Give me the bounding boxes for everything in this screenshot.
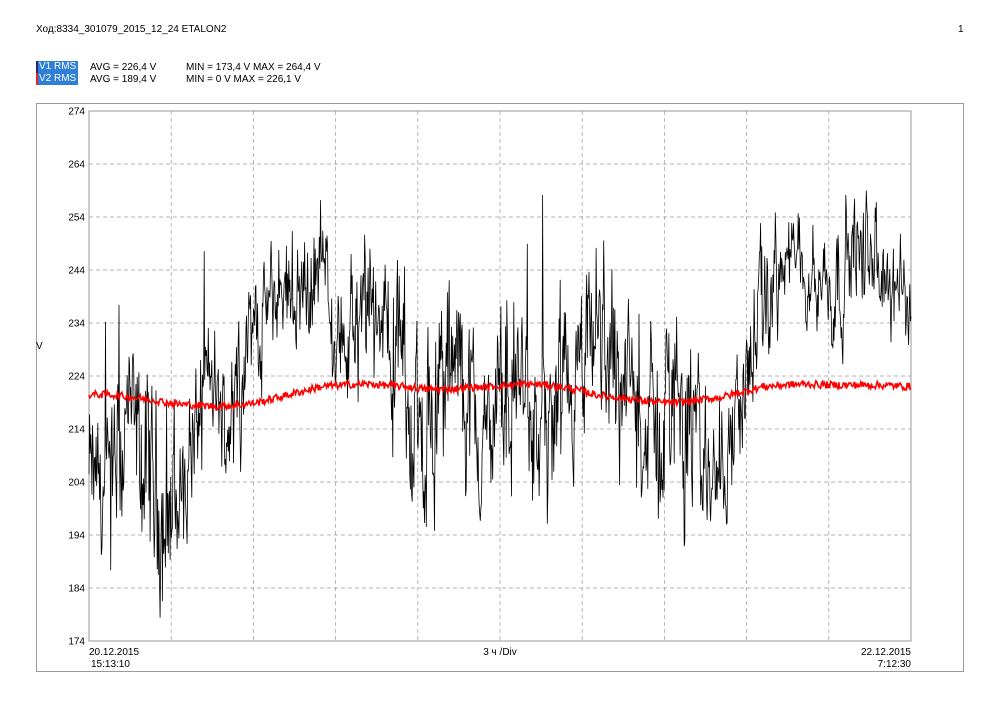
y-tick-label: 214 bbox=[68, 425, 85, 436]
y-tick-label: 264 bbox=[68, 160, 85, 171]
y-tick-label: 194 bbox=[68, 531, 85, 542]
y-tick-label: 174 bbox=[68, 637, 85, 648]
y-axis: 274 264 254 244 234 224 214 204 194 184 174 bbox=[68, 107, 85, 648]
y-tick-label: 254 bbox=[68, 213, 85, 224]
legend-minmax-v2: MIN = 0 V MAX = 226,1 V bbox=[186, 73, 302, 85]
y-tick-label: 234 bbox=[68, 319, 85, 330]
legend-minmax-v1: MIN = 173,4 V MAX = 264,4 V bbox=[186, 61, 321, 73]
y-axis-label: V bbox=[36, 341, 43, 352]
x-end-date: 22.12.2015 bbox=[861, 647, 911, 658]
legend-avg-v1: AVG = 226,4 V bbox=[90, 61, 157, 73]
legend-mark-v2 bbox=[36, 73, 38, 85]
y-tick-label: 184 bbox=[68, 584, 85, 595]
x-start-date: 20.12.2015 bbox=[89, 647, 139, 658]
legend-mark-v1 bbox=[36, 61, 38, 73]
legend-series-name: V2 RMS bbox=[39, 73, 77, 84]
legend-row-v1: V1 RMS AVG = 226,4 V MIN = 173,4 V MAX =… bbox=[36, 61, 321, 73]
legend: V1 RMS AVG = 226,4 V MIN = 173,4 V MAX =… bbox=[36, 61, 321, 85]
series-line-v1 bbox=[88, 190, 912, 618]
y-tick-label: 274 bbox=[68, 107, 85, 118]
legend-avg-v2: AVG = 189,4 V bbox=[90, 73, 157, 85]
x-division-label: 3 ч /Div bbox=[483, 647, 517, 658]
y-tick-label: 204 bbox=[68, 478, 85, 489]
legend-tag-v2: V2 RMS bbox=[36, 73, 78, 85]
chart-frame bbox=[36, 103, 964, 672]
y-tick-label: 244 bbox=[68, 266, 85, 277]
x-start-time: 15:13:10 bbox=[91, 659, 130, 670]
x-end-time: 7:12:30 bbox=[878, 659, 912, 670]
series-line-v2 bbox=[88, 378, 912, 412]
legend-row-v2: V2 RMS AVG = 189,4 V MIN = 0 V MAX = 226… bbox=[36, 73, 321, 85]
report-title: Ход:8334_301079_2015_12_24 ETALON2 bbox=[36, 24, 227, 35]
legend-series-name: V1 RMS bbox=[39, 61, 77, 72]
legend-tag-v1: V1 RMS bbox=[36, 61, 78, 73]
page-number: 1 bbox=[958, 24, 964, 35]
y-tick-label: 224 bbox=[68, 372, 85, 383]
plot-area bbox=[88, 110, 912, 642]
chart-grid bbox=[89, 111, 911, 641]
